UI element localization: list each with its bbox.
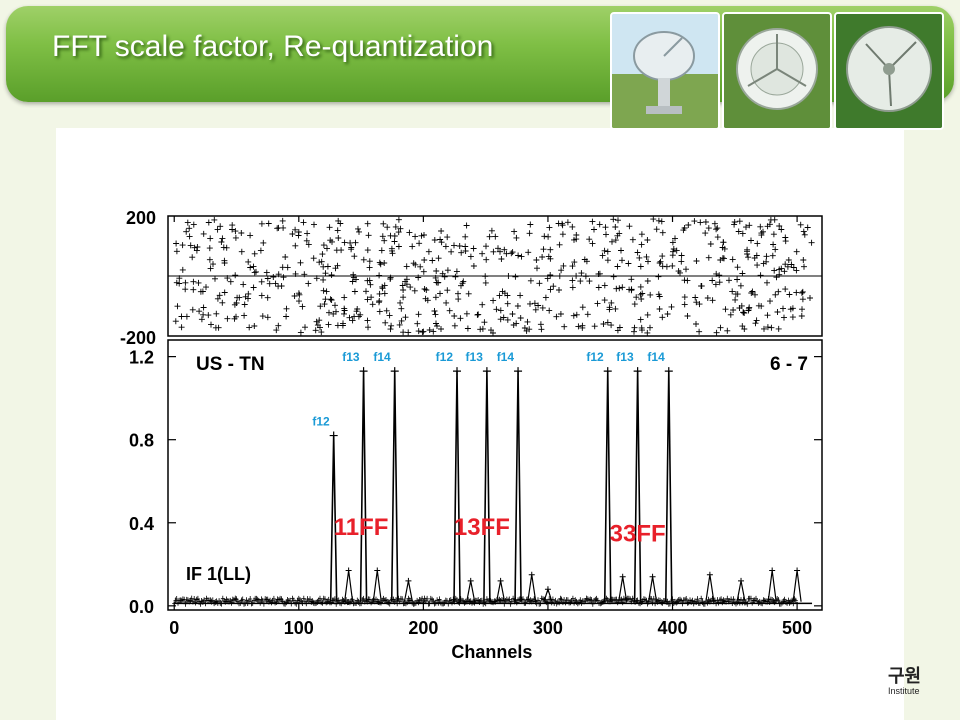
peak-f12 [453,371,461,602]
x-axis-label: Channels [451,642,532,662]
small-peak-marker [619,573,626,580]
small-peak-marker [649,573,656,580]
small-peak-marker [738,577,745,584]
peak-label-f14: f14 [497,350,515,364]
y-tick-label: 0.0 [129,597,154,617]
x-tick-label: 100 [284,618,314,638]
noise-floor-points [172,595,798,607]
peak-marker [633,367,642,376]
small-peak [344,570,354,602]
small-peak-marker [467,577,474,584]
peak-label-f12: f12 [312,415,330,429]
x-tick-label: 200 [408,618,438,638]
peak-f13 [483,371,491,602]
peak-label-f13: f13 [466,350,484,364]
peak-f14 [664,371,673,602]
small-peak-marker [528,571,535,578]
group-label-33FF: 33FF [610,520,666,547]
y-tick-label: 0.8 [129,431,154,451]
peak-label-f12: f12 [586,350,604,364]
radio-telescope-image-3 [834,12,944,130]
baseline-label: 6 - 7 [770,354,808,375]
group-label-13FF: 13FF [454,514,510,541]
small-peak-marker [794,567,801,574]
peak-label-f14: f14 [647,350,665,364]
small-peak [372,570,382,602]
peak-marker [453,367,462,376]
small-peak-marker [374,567,381,574]
page-title: FFT scale factor, Re-quantization [52,30,494,63]
peak-f13 [633,371,642,602]
x-tick-label: 300 [533,618,563,638]
peak-label-f12: f12 [436,350,454,364]
radio-telescope-image-1 [610,12,720,130]
peak-marker [390,367,399,376]
peak-label-f13: f13 [616,350,634,364]
small-peak [618,576,628,602]
source-label: US - TN [196,354,265,375]
peak-marker [603,367,612,376]
peak-f14 [390,371,399,602]
small-peak [647,576,658,602]
y-tick-label: 1.2 [129,348,154,368]
radio-telescope-image-2 [722,12,832,130]
x-tick-label: 500 [782,618,812,638]
if-label: IF 1(LL) [186,564,251,584]
peak-marker [329,431,338,440]
peak-label-f14: f14 [373,350,391,364]
phase-tick-label: 200 [126,208,156,228]
peak-marker [664,367,673,376]
phase-tick-label: -200 [120,328,156,348]
small-peak-marker [544,586,551,593]
peak-marker [482,367,491,376]
small-peak [705,574,715,602]
peak-marker [359,367,368,376]
institute-logo-text: 구원 [888,666,922,686]
x-tick-label: 0 [169,618,179,638]
small-peak-marker [405,577,412,584]
small-peak [792,570,802,602]
small-peak-marker [769,567,776,574]
fft-chart: 200 -200 f12 f13 f14 f12 f13 f14 f12 f13 f14 0 100 20… [120,208,823,662]
peak-f14 [514,371,522,602]
institute-logo-subtext: Institute [888,686,920,696]
peak-f12 [603,371,612,602]
phase-data-points [172,216,815,336]
peak-f13 [359,371,368,602]
group-label-11FF: 11FF [334,514,389,541]
small-peak [527,574,537,602]
small-peak-marker [706,571,713,578]
amplitude-plot-frame [167,339,823,611]
small-peak-marker [345,567,352,574]
peak-label-f13: f13 [342,350,360,364]
chart-panel: 200 -200 f12 f13 f14 f12 f13 f14 f12 f13 f14 0 100 20… [56,128,904,720]
peak-marker [514,367,523,376]
small-peak-marker [497,577,504,584]
y-tick-label: 0.4 [129,514,154,534]
x-tick-label: 400 [657,618,687,638]
